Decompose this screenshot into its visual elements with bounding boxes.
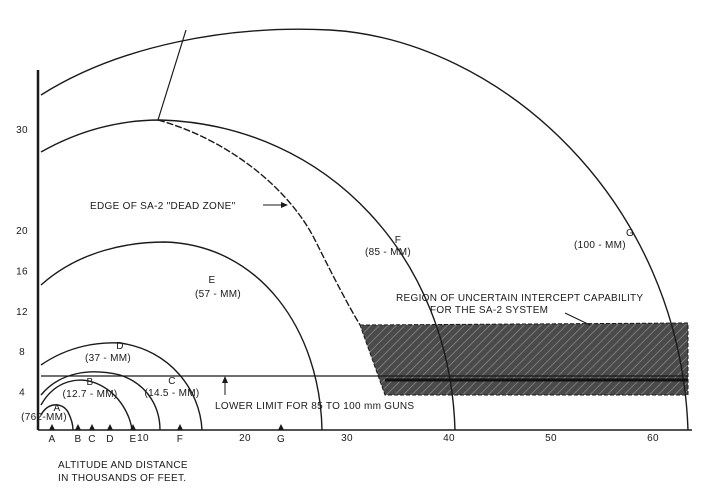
arc-g (40, 28, 689, 431)
arc-letter: F (395, 235, 401, 246)
axis-caption: ALTITUDE AND DISTANCE (58, 460, 188, 471)
range-marker (75, 424, 81, 430)
y-tick-label: 30 (16, 125, 28, 136)
arc-b (40, 379, 133, 431)
region-label: REGION OF UNCERTAIN INTERCEPT CAPABILITY (396, 293, 643, 304)
y-tick-label: 4 (19, 388, 25, 399)
y-tick-label: 12 (16, 307, 28, 318)
range-marker (49, 424, 55, 430)
arrow-head (281, 202, 288, 208)
range-letter: F (177, 434, 183, 445)
range-letter: B (75, 434, 82, 445)
y-tick-label: 16 (16, 266, 28, 277)
range-marker (107, 424, 113, 430)
arc-caliber: (37 - MM) (85, 353, 131, 364)
x-tick-label: 50 (545, 433, 557, 444)
arc-caliber: (57 - MM) (195, 289, 241, 300)
x-tick-label: 10 (137, 433, 149, 444)
uncertain-region (359, 322, 689, 396)
arc-e (40, 241, 323, 431)
y-tick-label: 8 (19, 347, 25, 358)
arc-a (40, 404, 74, 431)
range-letter: A (49, 434, 56, 445)
arc-caliber: (762-MM) (21, 412, 67, 423)
x-tick-label: 60 (647, 433, 659, 444)
region-label: FOR THE SA-2 SYSTEM (430, 305, 548, 316)
arc-caliber: (85 - MM) (365, 247, 411, 258)
arc-letter: B (87, 377, 94, 388)
range-marker (130, 424, 136, 430)
dead-zone-label: EDGE OF SA-2 "DEAD ZONE" (90, 201, 236, 212)
arc-letter: E (209, 275, 216, 286)
arc-f (40, 119, 456, 431)
y-tick-label: 20 (16, 226, 28, 237)
range-letter: E (130, 434, 137, 445)
arc-caliber: (14.5 - MM) (145, 388, 200, 399)
x-tick-label: 20 (239, 433, 251, 444)
arc-letter: C (168, 376, 176, 387)
arc-letter: A (54, 403, 61, 414)
arc-caliber: (12.7 - MM) (63, 389, 118, 400)
region-arrow (564, 312, 591, 326)
range-marker (89, 424, 95, 430)
arc-d (40, 342, 203, 431)
range-letter: G (277, 434, 285, 445)
arc-c (40, 371, 161, 431)
x-tick-label: 40 (443, 433, 455, 444)
range-marker (278, 424, 284, 430)
arrow-head (222, 376, 228, 383)
arc-caliber: (100 - MM) (574, 240, 626, 251)
axis-caption: IN THOUSANDS OF FEET. (58, 473, 186, 484)
range-marker (177, 424, 183, 430)
range-letter: D (106, 434, 114, 445)
arc-letter: D (116, 341, 124, 352)
lower-limit-label: LOWER LIMIT FOR 85 TO 100 mm GUNS (215, 401, 414, 412)
range-letter: C (88, 434, 96, 445)
arc-letter: G (626, 228, 634, 239)
x-tick-label: 30 (341, 433, 353, 444)
radial-line (157, 29, 187, 121)
dead-zone-edge (157, 119, 361, 326)
